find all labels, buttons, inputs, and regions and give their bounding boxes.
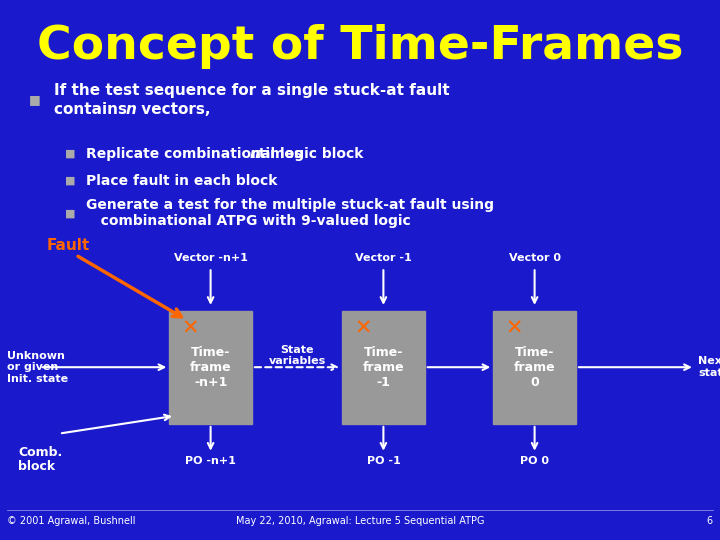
Text: times: times [254, 147, 302, 161]
Text: State: State [280, 345, 314, 355]
Text: Comb.
block: Comb. block [18, 446, 62, 474]
Text: ■: ■ [65, 149, 76, 159]
Text: Vector -1: Vector -1 [355, 253, 412, 263]
Text: contains: contains [54, 102, 132, 117]
Text: PO -1: PO -1 [366, 456, 400, 467]
Text: variables: variables [269, 355, 325, 366]
FancyBboxPatch shape [493, 310, 576, 424]
Text: Place fault in each block: Place fault in each block [86, 174, 278, 188]
Text: ✕: ✕ [505, 319, 523, 339]
Text: May 22, 2010, Agrawal: Lecture 5 Sequential ATPG: May 22, 2010, Agrawal: Lecture 5 Sequent… [235, 516, 485, 526]
Text: Generate a test for the multiple stuck-at fault using
   combinational ATPG with: Generate a test for the multiple stuck-a… [86, 198, 495, 228]
Text: ■: ■ [65, 176, 76, 186]
Text: ✕: ✕ [181, 319, 199, 339]
Text: vectors,: vectors, [136, 102, 210, 117]
Text: PO -n+1: PO -n+1 [185, 456, 236, 467]
Text: n: n [126, 102, 137, 117]
Text: Fault: Fault [47, 238, 90, 253]
Text: © 2001 Agrawal, Bushnell: © 2001 Agrawal, Bushnell [7, 516, 135, 526]
Text: n: n [250, 147, 260, 161]
Text: 6: 6 [706, 516, 713, 526]
Text: Vector 0: Vector 0 [508, 253, 561, 263]
Text: ■: ■ [29, 93, 40, 106]
Text: Next
state: Next state [698, 356, 720, 378]
Text: ■: ■ [65, 208, 76, 218]
Text: Replicate combinational logic block: Replicate combinational logic block [86, 147, 369, 161]
Text: PO 0: PO 0 [520, 456, 549, 467]
FancyBboxPatch shape [342, 310, 425, 424]
Text: Vector -n+1: Vector -n+1 [174, 253, 248, 263]
Text: Unknown
or given
Init. state: Unknown or given Init. state [7, 350, 68, 384]
Text: Time-
frame
-n+1: Time- frame -n+1 [190, 346, 231, 389]
Text: ✕: ✕ [354, 319, 372, 339]
Text: If the test sequence for a single stuck-at fault: If the test sequence for a single stuck-… [54, 83, 449, 98]
Text: Time-
frame
-1: Time- frame -1 [363, 346, 404, 389]
Text: Time-
frame
0: Time- frame 0 [514, 346, 555, 389]
Text: Concept of Time-Frames: Concept of Time-Frames [37, 24, 683, 69]
FancyBboxPatch shape [169, 310, 252, 424]
